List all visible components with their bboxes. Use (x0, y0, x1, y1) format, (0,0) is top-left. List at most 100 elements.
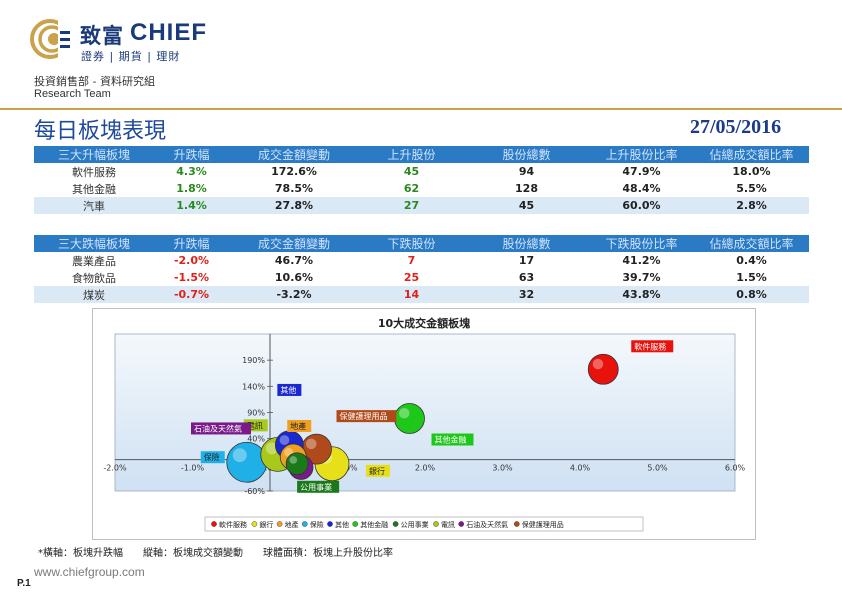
legend-entry: 石油及天然氣 (466, 520, 508, 529)
bubble-label-box (431, 433, 474, 446)
advance-ratio-cell: 48.4% (622, 182, 661, 195)
change-cell: 1.8% (176, 182, 207, 195)
page-title: 每日板塊表現 (34, 119, 167, 144)
plot-area (114, 333, 736, 492)
change-cell: 4.3% (176, 165, 207, 178)
bubble-label: 保險 (204, 452, 220, 462)
header-cell: 成交金額變動 (229, 235, 359, 252)
bubble-公用事業 (285, 452, 309, 476)
y-tick-label: 40% (247, 435, 265, 444)
advance-ratio-cell: 60.0% (589, 197, 694, 214)
header-cell: 佔總成交額比率 (694, 235, 809, 252)
bubble-chart: 10大成交金額板塊 -2.0%-1.0%0.0%1.0%2.0%3.0%4.0%… (103, 316, 746, 532)
bubble-highlight (592, 358, 604, 370)
sector-name: 農業產品 (72, 254, 116, 268)
decline-ratio-cell: 39.7% (622, 271, 661, 284)
bubble-label: 電訊 (247, 420, 263, 430)
bubble-chart-container: 10大成交金額板塊 -2.0%-1.0%0.0%1.0%2.0%3.0%4.0%… (92, 308, 756, 540)
table-row: 食物飲品 -1.5% 10.6% 25 63 39.7% 1.5% (34, 269, 809, 286)
bubble-label-box (366, 464, 390, 477)
chart-footnote: *橫軸：板塊升跌幅 縱軸：板塊成交額變動 球體面積：板塊上升股份比率 (38, 548, 393, 559)
header-cell: 上升股份比率 (589, 146, 694, 163)
bubble (226, 441, 268, 483)
legend-marker (251, 521, 258, 527)
sector-name: 汽車 (34, 197, 154, 214)
table-header-row: 三大升幅板塊 升跌幅 成交金額變動 上升股份 股份總數 上升股份比率 佔總成交額… (34, 146, 809, 163)
bubble-label-box (287, 419, 312, 432)
legend-entry: 銀行 (259, 520, 273, 529)
header-cell: 股份總數 (464, 146, 589, 163)
top-losers-table: 三大跌幅板塊 升跌幅 成交金額變動 下跌股份 股份總數 下跌股份比率 佔總成交額… (34, 235, 809, 303)
bubble-label: 軟件服務 (634, 341, 666, 351)
legend-entry: 其他 (335, 520, 349, 529)
legend-marker (276, 521, 283, 527)
legend-marker (458, 521, 465, 527)
bubble-label: 銀行 (369, 466, 385, 476)
legend-entry: 公用事業 (401, 520, 429, 529)
total-stocks-cell: 17 (518, 254, 535, 267)
header-cell: 上升股份 (359, 146, 464, 163)
turnover-share-cell: 0.8% (694, 286, 809, 303)
y-tick-label: 90% (247, 409, 265, 418)
bubble-label-box (297, 480, 340, 493)
total-stocks-cell: 128 (515, 182, 538, 195)
change-cell: -0.7% (154, 286, 229, 303)
change-cell: 1.4% (154, 197, 229, 214)
bubble-highlight (289, 456, 298, 464)
bubble (285, 452, 309, 476)
sector-name: 煤炭 (34, 286, 154, 303)
legend-entry: 其他金融 (360, 520, 388, 529)
x-tick-label: 5.0% (647, 464, 668, 473)
table-row: 軟件服務 4.3% 172.6% 45 94 47.9% 18.0% (34, 163, 809, 180)
table-row: 其他金融 1.8% 78.5% 62 128 48.4% 5.5% (34, 180, 809, 197)
header-cell: 三大升幅板塊 (34, 146, 154, 163)
chart-title: 10大成交金額板塊 (378, 316, 470, 330)
x-tick-label: -1.0% (181, 464, 205, 473)
bubble-軟件服務 (587, 353, 619, 385)
turnover-change-cell: 27.8% (229, 197, 359, 214)
brand-name-cn: 致富 (80, 24, 124, 48)
x-tick-label: -2.0% (103, 464, 127, 473)
y-tick-label: 140% (242, 382, 265, 391)
header-cell: 升跌幅 (154, 235, 229, 252)
bubble-highlight (306, 438, 317, 450)
bubble-label: 其他 (280, 385, 296, 395)
legend-marker (301, 521, 308, 527)
legend-entry: 地產 (285, 520, 299, 529)
turnover-change-cell: -3.2% (229, 286, 359, 303)
bubble-label: 其他金融 (435, 435, 467, 445)
advancers-cell: 45 (403, 165, 420, 178)
legend-marker (513, 521, 520, 527)
header-divider (0, 108, 842, 110)
advance-ratio-cell: 47.9% (622, 165, 661, 178)
header-cell: 股份總數 (464, 235, 589, 252)
legend-marker (352, 521, 359, 527)
legend-entry: 電訊 (441, 520, 455, 529)
table-row: 農業產品 -2.0% 46.7% 7 17 41.2% 0.4% (34, 252, 809, 269)
bubble (587, 353, 619, 385)
x-tick-label: 3.0% (492, 464, 513, 473)
x-tick-label: 2.0% (415, 464, 436, 473)
decline-ratio-cell: 43.8% (589, 286, 694, 303)
header-cell: 下跌股份 (359, 235, 464, 252)
chief-logo-icon (30, 19, 74, 59)
chart-legend (204, 516, 644, 532)
bubble-highlight (232, 448, 247, 463)
turnover-change-cell: 78.5% (274, 182, 314, 195)
x-tick-label: 4.0% (570, 464, 591, 473)
total-stocks-cell: 63 (518, 271, 535, 284)
advancers-cell: 62 (403, 182, 420, 195)
bubble-highlight (279, 435, 290, 445)
legend-marker (211, 521, 217, 527)
total-stocks-cell: 94 (518, 165, 535, 178)
website-link[interactable]: www.chiefgroup.com (34, 565, 145, 579)
turnover-share-cell: 18.0% (732, 165, 771, 178)
sector-name: 其他金融 (72, 182, 116, 196)
bubble-label-box (200, 451, 225, 464)
department-label: 投資銷售部 - 資料研究組 (34, 75, 155, 88)
turnover-change-cell: 10.6% (274, 271, 314, 284)
bubble-label: 保健護理用品 (340, 411, 388, 421)
bubble-其他金融 (394, 403, 425, 434)
bubble-保險 (226, 441, 268, 483)
brand-subtitle: 證券 | 期貨 | 理財 (81, 50, 181, 63)
